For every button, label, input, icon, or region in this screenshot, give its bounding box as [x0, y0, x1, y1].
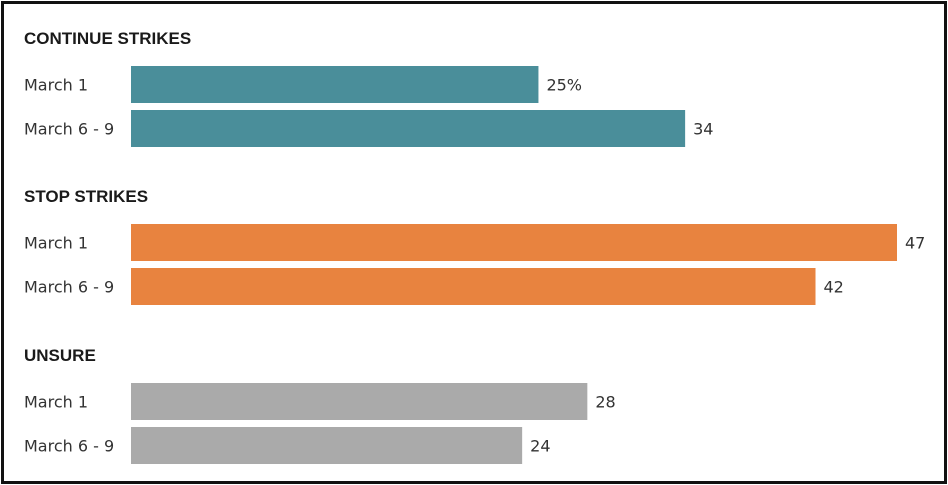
group-title-continue-strikes: CONTINUE STRIKES — [24, 29, 191, 48]
bar-continue-strikes-march-6-9 — [131, 110, 686, 147]
value-label: 25% — [546, 76, 582, 95]
value-label: 42 — [824, 278, 844, 297]
category-label: March 6 - 9 — [24, 120, 114, 139]
value-label: 34 — [693, 120, 713, 139]
value-label: 47 — [905, 234, 925, 253]
category-label: March 1 — [24, 234, 88, 253]
category-label: March 6 - 9 — [24, 437, 114, 456]
category-label: March 1 — [24, 393, 88, 412]
value-label: 28 — [595, 393, 615, 412]
bar-unsure-march-6-9 — [131, 427, 523, 464]
bar-unsure-march-1 — [131, 383, 588, 420]
bar-stop-strikes-march-1 — [131, 224, 897, 261]
value-label: 24 — [530, 437, 550, 456]
bar-stop-strikes-march-6-9 — [131, 268, 816, 305]
group-title-stop-strikes: STOP STRIKES — [24, 187, 148, 206]
bar-continue-strikes-march-1 — [131, 66, 539, 103]
category-label: March 1 — [24, 76, 88, 95]
category-label: March 6 - 9 — [24, 278, 114, 297]
group-title-unsure: UNSURE — [24, 346, 96, 365]
